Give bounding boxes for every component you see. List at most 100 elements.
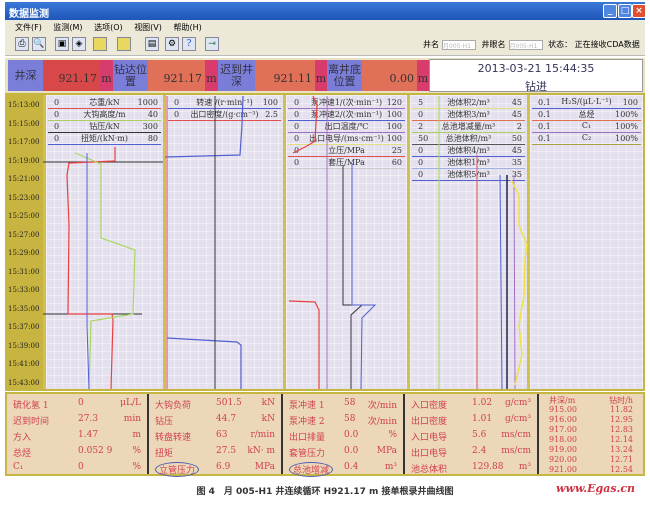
scale-min: 0 — [418, 146, 424, 155]
curve-label: 池体积4/m³ — [447, 146, 490, 155]
log-chart: 15:13:00 15:15:00 15:17:00 15:19:00 15:21:00… — [5, 93, 645, 391]
time-cell: 12.54 — [610, 465, 633, 474]
readout-row: 立管压力 6.9 MPa — [149, 460, 281, 477]
curve-label: 出口密度/(g·cm⁻³) — [190, 110, 259, 119]
scale-min: 0 — [54, 98, 60, 107]
time-label: 15:17:00 — [8, 138, 40, 146]
note-icon[interactable] — [93, 37, 107, 51]
depth-cell: 920.00 — [549, 455, 577, 464]
print-icon[interactable]: ⎙ — [15, 37, 29, 51]
readout-unit: m — [132, 430, 141, 440]
image-icon[interactable]: ▤ — [145, 37, 159, 51]
save-icon[interactable]: ▣ — [55, 37, 69, 51]
scale-max: 120 — [386, 98, 402, 107]
readout-value: 129.88 — [472, 462, 504, 472]
readout-name: 总烃 — [13, 449, 32, 459]
scale-max: 1000 — [137, 98, 158, 107]
track-header-row: 0 池体积5/m³ 35 — [412, 169, 525, 181]
readout-row: 套管压力 0.0 MPa — [283, 444, 403, 460]
menu-options[interactable]: 选项(O) — [94, 23, 123, 32]
help-icon[interactable]: ? — [182, 37, 196, 51]
readout-unit: min — [123, 414, 141, 424]
track-1: 0 芯重/kN 1000 0 大钩高度/m 40 0 钻压/kN 300 0 扭矩/(kN·m) 80 — [43, 95, 163, 389]
bit-position-value: 921.17 — [148, 60, 205, 91]
scale-max: 300 — [142, 122, 158, 131]
readout-unit: g/cm³ — [505, 414, 531, 424]
borehole-field[interactable]: 月005-H1 — [508, 39, 543, 50]
settings-icon[interactable]: ⚙ — [165, 37, 179, 51]
menu-help[interactable]: 帮助(H) — [173, 23, 202, 32]
readout-value: 58 — [344, 398, 356, 408]
depth-value: 921.17 — [43, 60, 100, 91]
track-header-row: 0.1 H₂S/(μL·L⁻¹) 100 — [532, 97, 641, 109]
scale-max: 45 — [511, 110, 522, 119]
scale-max: 35 — [511, 170, 522, 179]
print-preview-icon[interactable]: 🔍 — [32, 37, 46, 51]
readout-value: 1.47 — [78, 430, 99, 440]
pump-curve-2 — [351, 163, 377, 389]
readout-row: 池总体积 129.88 m³ — [405, 460, 537, 476]
readout-value: 63 — [216, 430, 228, 440]
refresh-icon[interactable]: ◈ — [72, 37, 86, 51]
scale-max: 45 — [511, 98, 522, 107]
readout-row: 出口密度 1.01 g/cm³ — [405, 412, 537, 428]
well-label: 井名 — [423, 40, 439, 49]
maximize-button[interactable]: □ — [618, 4, 632, 18]
scale-min: 0.1 — [538, 122, 551, 131]
col-time: 钻时/h — [609, 396, 633, 405]
curve-label: 大钩高度/m — [83, 110, 126, 119]
track-header-row: 0 套压/MPa 60 — [288, 157, 405, 169]
readout-unit: g/cm³ — [505, 398, 531, 408]
scale-min: 0 — [294, 110, 300, 119]
readout-value: 0.052 9 — [78, 446, 113, 456]
scale-min: 0 — [294, 98, 300, 107]
off-bottom-unit: m — [417, 60, 429, 91]
track-header-row: 5 池体积2/m³ 45 — [412, 97, 525, 109]
readout-name: 钻压 — [155, 417, 174, 427]
scale-min: 0 — [174, 98, 180, 107]
note2-icon[interactable] — [117, 37, 131, 51]
minimize-button[interactable]: _ — [603, 4, 617, 18]
track-3: 0 泵冲速1/(次·min⁻¹) 120 0 泵冲速2/(次·min⁻¹) 100 0 出口温… — [283, 95, 407, 389]
scale-max: 100% — [615, 134, 638, 143]
time-label: 15:33:00 — [8, 286, 40, 294]
depth-cell: 916.00 — [549, 415, 577, 424]
readout-panel-2: 大钩负荷 501.5 kN 钻压 44.7 kN 转盘转速 63 r/min 扭矩 27.5 kN· … — [149, 394, 283, 477]
menu-monitor[interactable]: 监测(M) — [53, 23, 83, 32]
status-value: 正在接收CDA数据 — [574, 40, 640, 49]
drill-time-row: 917.00 12.83 — [539, 425, 643, 435]
time-label: 15:19:00 — [8, 156, 40, 165]
readout-value: 58 — [344, 414, 356, 424]
time-label: 15:23:00 — [8, 193, 40, 202]
scale-max: 35 — [511, 158, 522, 167]
time-label: 15:15:00 — [8, 119, 40, 128]
readout-value: 27.3 — [78, 414, 99, 424]
readout-name: 扭矩 — [155, 449, 174, 459]
track-header-row: 0 芯重/kN 1000 — [48, 97, 161, 109]
menu-file[interactable]: 文件(F) — [15, 23, 42, 32]
readout-unit: ms/cm — [501, 430, 531, 440]
readout-name: 硫化氢 1 — [13, 401, 49, 411]
menu-view[interactable]: 视图(V) — [134, 23, 162, 32]
readout-name: 套管压力 — [289, 449, 326, 459]
scale-max: 45 — [511, 146, 522, 155]
readout-value: 0 — [78, 398, 84, 408]
scale-max: 80 — [147, 134, 158, 143]
watermark: www.Egas.cn — [556, 482, 636, 495]
readout-panels: 硫化氢 1 0 μL/L 迟到时间 27.3 min 方入 1.47 m 总烃 0.052 9% C₁… — [5, 392, 645, 477]
scale-max: 100 — [386, 110, 402, 119]
curve-label: 扭矩/(kN·m) — [81, 134, 128, 143]
readout-unit: % — [388, 430, 397, 440]
readout-row: 硫化氢 1 0 μL/L — [7, 396, 147, 412]
readout-unit: kN — [261, 414, 275, 424]
scale-min: 0 — [54, 122, 60, 131]
readout-value: 27.5 — [216, 446, 237, 456]
time-label: 15:13:00 — [8, 101, 40, 109]
exit-icon[interactable]: ⇥ — [205, 37, 219, 51]
close-button[interactable]: × — [632, 4, 646, 18]
time-label: 15:35:00 — [8, 304, 40, 313]
readout-value: 1.01 — [472, 414, 493, 424]
track-header-row: 0 出口温度/℃ 100 — [288, 121, 405, 133]
well-field[interactable]: 月005-H1 — [442, 39, 476, 50]
readout-row: 方入 1.47 m — [7, 428, 147, 444]
